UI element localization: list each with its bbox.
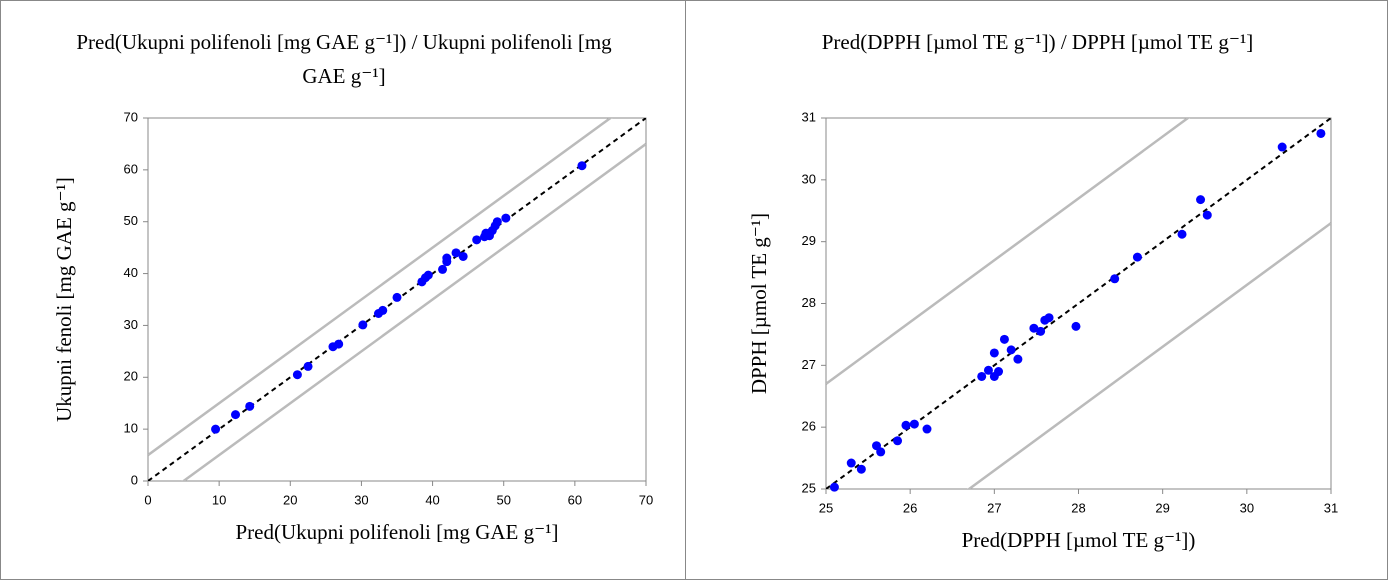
point (994, 367, 1004, 377)
y-tick-label: 25 (802, 480, 816, 495)
chart-panel: Pred(Ukupni polifenoli [mg GAE g⁻¹]) / U… (0, 0, 686, 580)
point (893, 436, 903, 446)
chart: 0 10 20 30 40 50 60 70 0 10 20 30 40 50 60 70 Pred(Ukupn… (52, 109, 653, 544)
point (423, 270, 433, 280)
x-tick-label: 40 (425, 492, 439, 507)
point (1036, 326, 1046, 336)
point (1044, 313, 1054, 323)
confidence-line (826, 118, 1191, 385)
x-tick-label: 30 (354, 492, 368, 507)
x-tick-label: 29 (1155, 500, 1169, 515)
x-tick-label: 0 (144, 492, 151, 507)
chart-title: Pred(Ukupni polifenoli [mg GAE g⁻¹]) / U… (76, 30, 612, 88)
x-tick-label: 30 (1240, 500, 1254, 515)
y-tick-label: 29 (802, 233, 816, 248)
x-tick-label: 27 (987, 500, 1001, 515)
point (876, 447, 886, 457)
point (1006, 345, 1016, 355)
point (392, 292, 402, 302)
point (909, 419, 919, 429)
point (303, 361, 313, 371)
y-tick-label: 0 (131, 472, 138, 487)
point (231, 410, 241, 420)
point (292, 370, 302, 380)
y-tick-label: 20 (124, 369, 138, 384)
point (1316, 128, 1326, 138)
reference-lines (826, 118, 1331, 489)
confidence-line (181, 142, 646, 481)
y-axis-label: Ukupni fenoli [mg GAE g⁻¹] (52, 177, 76, 422)
point (1196, 195, 1206, 205)
point (1029, 323, 1039, 333)
point (989, 348, 999, 358)
identity-line (826, 118, 1331, 489)
chart-panel: Pred(DPPH [µmol TE g⁻¹]) / DPPH [µmol TE… (685, 0, 1388, 580)
point (501, 213, 511, 223)
chart-title: Pred(DPPH [µmol TE g⁻¹]) / DPPH [µmol TE… (821, 30, 1254, 54)
x-tick-label: 25 (819, 500, 833, 515)
x-tick-label: 10 (212, 492, 226, 507)
point (901, 420, 911, 430)
point (451, 248, 461, 258)
y-tick-label: 31 (802, 109, 816, 124)
x-tick-label: 28 (1071, 500, 1085, 515)
point (458, 251, 468, 261)
y-tick-label: 30 (802, 171, 816, 186)
point (438, 264, 448, 274)
y-tick-label: 50 (124, 213, 138, 228)
y-tick-label: 30 (124, 317, 138, 332)
y-tick-label: 28 (802, 295, 816, 310)
point (977, 371, 987, 381)
point (358, 320, 368, 330)
x-tick-label: 31 (1324, 500, 1338, 515)
point (983, 365, 993, 375)
point (442, 253, 452, 263)
y-tick-label: 10 (124, 421, 138, 436)
point (378, 305, 388, 315)
x-axis-label: Pred(DPPH [µmol TE g⁻¹]) (962, 528, 1196, 552)
x-tick-label: 26 (903, 500, 917, 515)
point (334, 339, 344, 349)
point (492, 217, 502, 227)
point (472, 235, 482, 245)
x-tick-label: 60 (568, 492, 582, 507)
point (1132, 252, 1142, 262)
y-tick-label: 60 (124, 161, 138, 176)
point (1013, 354, 1023, 364)
point (1277, 142, 1287, 152)
y-axis-label: DPPH [µmol TE g⁻¹] (747, 213, 771, 394)
y-tick-label: 26 (802, 419, 816, 434)
point (846, 458, 856, 468)
x-tick-label: 20 (283, 492, 297, 507)
point (999, 334, 1009, 344)
point (1202, 210, 1212, 220)
point (922, 424, 932, 434)
chart: 25 26 27 28 29 30 31 25 26 27 28 29 30 31 Pred(DPPH [µ… (747, 109, 1338, 552)
point (245, 401, 255, 411)
point (1110, 274, 1120, 284)
point (856, 464, 866, 474)
y-tick-label: 70 (124, 109, 138, 124)
point (577, 161, 587, 171)
point (1071, 321, 1081, 331)
point (211, 424, 221, 434)
confidence-line (148, 118, 613, 457)
x-axis-label: Pred(Ukupni polifenoli [mg GAE g⁻¹] (236, 520, 559, 544)
point (829, 482, 839, 492)
point (1177, 229, 1187, 239)
x-tick-label: 50 (496, 492, 510, 507)
x-tick-label: 70 (639, 492, 653, 507)
confidence-line (966, 222, 1331, 489)
y-tick-label: 27 (802, 357, 816, 372)
y-tick-label: 40 (124, 265, 138, 280)
